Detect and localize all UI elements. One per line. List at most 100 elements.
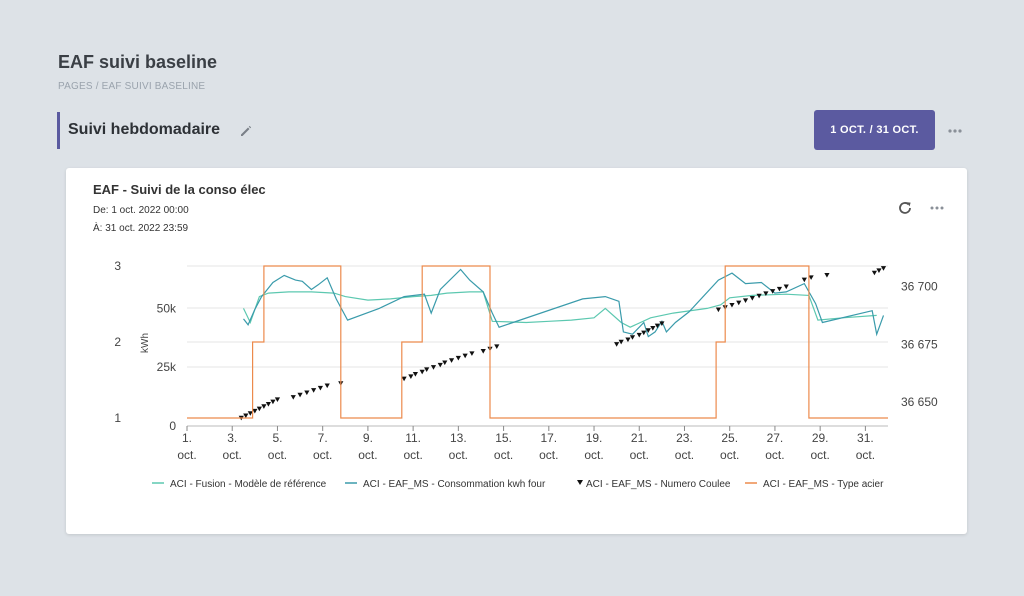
coulee-marker [419, 369, 425, 375]
coulee-marker [297, 392, 303, 398]
coulee-marker [424, 367, 430, 373]
card-title: EAF - Suivi de la conso élec [93, 182, 266, 197]
section-accent-bar [57, 112, 60, 149]
coulee-marker [880, 266, 887, 271]
x-tick-suffix: oct. [675, 448, 694, 462]
kwh-axis-label: kWh [140, 333, 151, 353]
x-tick-suffix: oct. [539, 448, 558, 462]
coulee-marker [801, 277, 807, 283]
coulee-marker [290, 395, 296, 400]
x-tick-label: 11. [405, 431, 421, 445]
coulee-marker [729, 302, 735, 308]
kwh-axis-tick: 0 [169, 419, 176, 433]
coulee-marker [614, 342, 620, 347]
type-axis-tick: 2 [114, 335, 121, 349]
series-line-2 [243, 268, 885, 338]
x-tick-suffix: oct. [449, 448, 468, 462]
coulee-marker [304, 390, 310, 396]
coulee-marker [324, 383, 330, 389]
legend-label: ACI - EAF_MS - Numero Coulee [586, 479, 731, 490]
x-tick-label: 19. [586, 431, 603, 445]
coulee-axis-tick: 36 675 [901, 337, 938, 351]
x-tick-suffix: oct. [268, 448, 287, 462]
type-axis-tick: 1 [114, 411, 121, 425]
section-title: Suivi hebdomadaire [68, 121, 221, 138]
pencil-icon[interactable] [238, 123, 254, 139]
coulee-marker [650, 325, 656, 331]
coulee-marker [625, 337, 631, 343]
coulee-marker [448, 358, 455, 363]
coulee-marker [715, 307, 722, 313]
date-to: À: 31 oct. 2022 23:59 [93, 223, 189, 234]
x-tick-suffix: oct. [630, 448, 649, 462]
x-tick-suffix: oct. [313, 448, 332, 462]
x-tick-label: 17. [540, 431, 557, 445]
date-from: De: 1 oct. 2022 00:00 [93, 205, 189, 216]
coulee-marker [437, 362, 443, 368]
type-axis-tick: 3 [114, 259, 121, 273]
coulee-marker [243, 413, 249, 419]
x-tick-suffix: oct. [856, 448, 875, 462]
coulee-marker [256, 406, 262, 412]
more-horizontal-icon[interactable] [945, 123, 965, 139]
coulee-marker [629, 335, 636, 340]
x-tick-label: 27. [767, 431, 784, 445]
coulee-marker [808, 275, 814, 280]
coulee-marker [636, 332, 642, 338]
coulee-marker [783, 284, 789, 290]
coulee-marker [654, 323, 660, 329]
series-line-4 [187, 265, 888, 419]
coulee-marker [645, 328, 651, 333]
page-title: EAF suivi baseline [58, 52, 218, 72]
x-tick-label: 31. [857, 431, 874, 445]
x-tick-label: 21. [631, 431, 648, 445]
coulee-marker [641, 330, 647, 336]
legend-marker [577, 480, 583, 485]
x-tick-label: 23. [676, 431, 693, 445]
x-tick-suffix: oct. [177, 448, 196, 462]
coulee-marker [469, 351, 475, 356]
coulee-marker [736, 300, 742, 306]
coulee-axis-tick: 36 650 [901, 395, 938, 409]
coulee-marker [763, 291, 769, 297]
coulee-marker [311, 388, 317, 393]
legend-label: ACI - EAF_MS - Type acier [763, 479, 884, 490]
coulee-marker [274, 397, 281, 402]
legend-label: ACI - Fusion - Modèle de référence [170, 479, 327, 490]
x-tick-label: 5. [272, 431, 282, 445]
refresh-icon[interactable] [896, 199, 914, 217]
x-tick-label: 7. [318, 431, 328, 445]
coulee-marker [455, 355, 461, 361]
x-tick-suffix: oct. [223, 448, 242, 462]
card-more-icon[interactable] [927, 200, 947, 216]
coulee-marker [742, 298, 749, 303]
coulee-marker [412, 372, 418, 377]
coulee-marker [252, 408, 258, 414]
coulee-marker [756, 293, 762, 299]
kwh-axis-tick: 50k [157, 301, 177, 315]
coulee-marker [770, 289, 776, 294]
series-line-1 [242, 291, 877, 328]
x-tick-label: 3. [227, 431, 237, 445]
coulee-marker [442, 360, 448, 366]
x-tick-suffix: oct. [358, 448, 377, 462]
coulee-marker [265, 401, 272, 407]
x-tick-label: 13. [450, 431, 467, 445]
x-tick-suffix: oct. [810, 448, 829, 462]
x-tick-suffix: oct. [765, 448, 784, 462]
coulee-marker [247, 411, 253, 416]
coulee-marker [430, 365, 437, 370]
coulee-marker [749, 296, 755, 301]
x-tick-suffix: oct. [720, 448, 739, 462]
breadcrumb: PAGES / EAF SUIVI BASELINE [58, 81, 206, 92]
kwh-axis-tick: 25k [157, 360, 177, 374]
x-tick-label: 15. [495, 431, 512, 445]
chart-card [66, 168, 967, 534]
coulee-marker [261, 404, 267, 409]
coulee-marker [401, 376, 407, 382]
x-tick-label: 1. [182, 431, 192, 445]
date-range-button[interactable]: 1 OCT. / 31 OCT. [814, 110, 935, 150]
x-tick-suffix: oct. [584, 448, 603, 462]
coulee-marker [776, 286, 783, 292]
